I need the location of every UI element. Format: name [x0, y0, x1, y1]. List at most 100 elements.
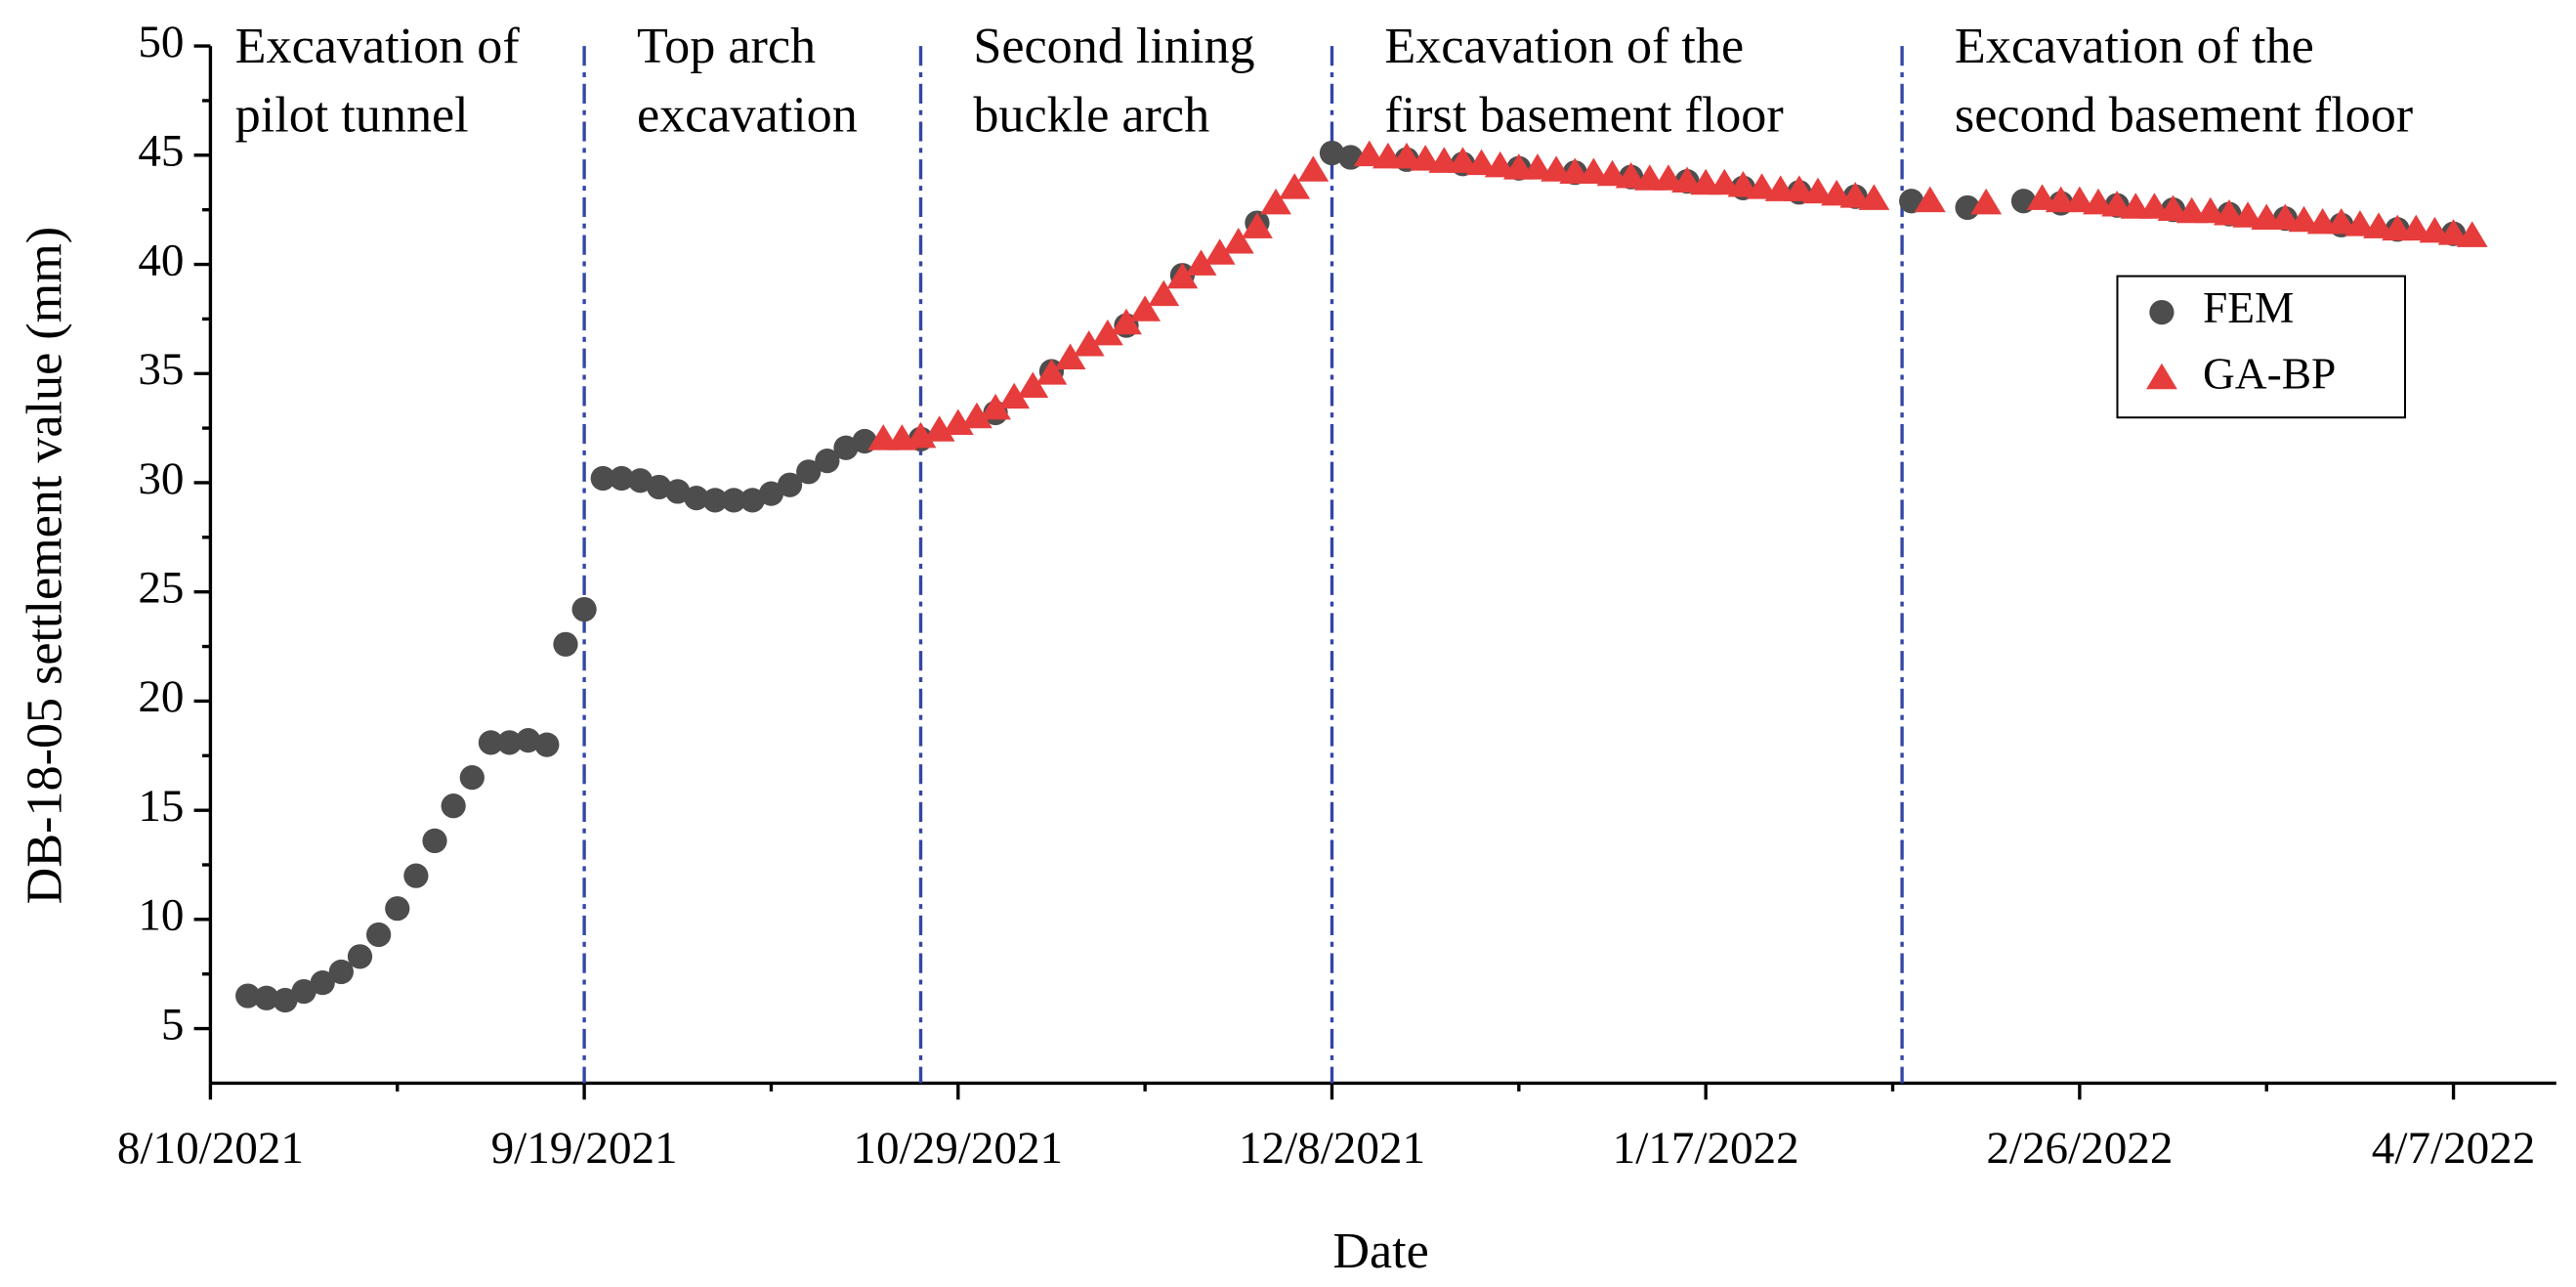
- data-point: [2325, 207, 2357, 235]
- data-point: [609, 465, 634, 492]
- data-point: [1319, 140, 1345, 166]
- data-point: [684, 486, 709, 511]
- data-point: [1148, 279, 1180, 307]
- x-tick-label: 1/17/2022: [1613, 1123, 1799, 1174]
- data-point: [1802, 177, 1834, 204]
- y-tick-label: 20: [138, 671, 184, 722]
- y-tick-label: 35: [138, 344, 184, 395]
- data-point: [2344, 210, 2376, 236]
- data-point: [833, 435, 859, 460]
- data-point: [1783, 175, 1815, 201]
- data-point: [2363, 212, 2394, 238]
- data-point: [1858, 184, 1890, 210]
- data-point: [998, 382, 1031, 409]
- phase-label: first basement floor: [1384, 88, 1783, 144]
- phase-label: second basement floor: [1955, 88, 2413, 144]
- data-point: [2288, 205, 2320, 233]
- data-point: [1541, 155, 1573, 182]
- data-point: [2456, 221, 2488, 247]
- data-point: [1465, 149, 1498, 176]
- data-point: [254, 985, 279, 1010]
- data-point: [647, 474, 672, 500]
- data-point: [496, 730, 523, 755]
- data-point: [1746, 173, 1778, 199]
- phase-label: excavation: [637, 88, 858, 144]
- x-tick-label: 9/19/2021: [491, 1123, 678, 1174]
- phase-label: Excavation of: [235, 19, 521, 74]
- y-axis-label: DB-18-05 settlement value (mm): [17, 227, 72, 904]
- data-point: [1111, 308, 1142, 335]
- data-point: [365, 922, 392, 948]
- phase-label: Top arch: [637, 19, 816, 74]
- data-point: [665, 479, 691, 504]
- data-point: [702, 488, 728, 513]
- x-axis-label: Date: [1332, 1223, 1428, 1279]
- data-point: [328, 959, 354, 985]
- data-point: [1185, 249, 1217, 276]
- legend-marker: [2149, 299, 2175, 325]
- data-point: [1727, 170, 1759, 197]
- data-point: [1839, 182, 1872, 208]
- data-point: [1204, 238, 1236, 265]
- data-point: [777, 472, 803, 497]
- data-point: [1970, 188, 2003, 215]
- data-point: [1017, 371, 1049, 399]
- data-point: [1821, 179, 1853, 206]
- data-point: [2269, 203, 2302, 230]
- x-tick-label: 12/8/2021: [1239, 1123, 1425, 1174]
- y-tick-label: 30: [138, 453, 184, 504]
- data-point: [1615, 162, 1647, 189]
- data-point: [2400, 214, 2432, 241]
- data-point: [2419, 216, 2451, 243]
- data-point: [627, 468, 654, 493]
- data-point: [2063, 186, 2095, 213]
- legend-box: [2116, 275, 2406, 419]
- data-point: [310, 970, 335, 996]
- data-point: [739, 488, 765, 513]
- data-point: [815, 449, 840, 474]
- data-point: [478, 730, 504, 755]
- data-point: [385, 896, 410, 922]
- data-point: [1260, 188, 1291, 215]
- x-tick-label: 8/10/2021: [117, 1123, 304, 1174]
- phase-label: Excavation of the: [1384, 19, 1744, 74]
- data-point: [1596, 159, 1628, 187]
- legend-label: GA-BP: [2203, 349, 2336, 398]
- data-point: [441, 794, 466, 819]
- data-point: [534, 732, 560, 757]
- data-point: [1054, 343, 1086, 369]
- data-point: [459, 765, 485, 791]
- data-point: [961, 402, 992, 429]
- data-point: [1242, 212, 1273, 238]
- x-tick-label: 10/29/2021: [853, 1123, 1063, 1174]
- y-tick-label: 40: [138, 235, 184, 285]
- y-tick-label: 25: [138, 563, 184, 614]
- data-point: [2214, 199, 2245, 226]
- data-point: [1522, 153, 1553, 180]
- data-point: [1222, 228, 1254, 254]
- data-point: [2138, 193, 2171, 219]
- legend-marker: [2146, 363, 2177, 390]
- data-point: [571, 596, 597, 622]
- data-point: [905, 421, 937, 449]
- data-point: [273, 987, 298, 1013]
- data-point: [1578, 157, 1610, 185]
- data-point: [1073, 330, 1105, 357]
- data-point: [1484, 150, 1516, 178]
- data-point: [721, 488, 746, 513]
- data-point: [796, 459, 822, 485]
- data-point: [2026, 184, 2058, 210]
- data-point: [553, 631, 578, 657]
- y-tick-label: 10: [138, 890, 184, 941]
- data-point: [942, 408, 974, 435]
- data-point: [1671, 166, 1703, 193]
- data-point: [1410, 145, 1442, 171]
- data-point: [1279, 173, 1311, 199]
- data-point: [1091, 319, 1123, 346]
- x-tick-label: 2/26/2022: [1986, 1123, 2173, 1174]
- data-point: [2437, 219, 2470, 245]
- data-point: [1709, 168, 1741, 195]
- data-point: [422, 828, 447, 854]
